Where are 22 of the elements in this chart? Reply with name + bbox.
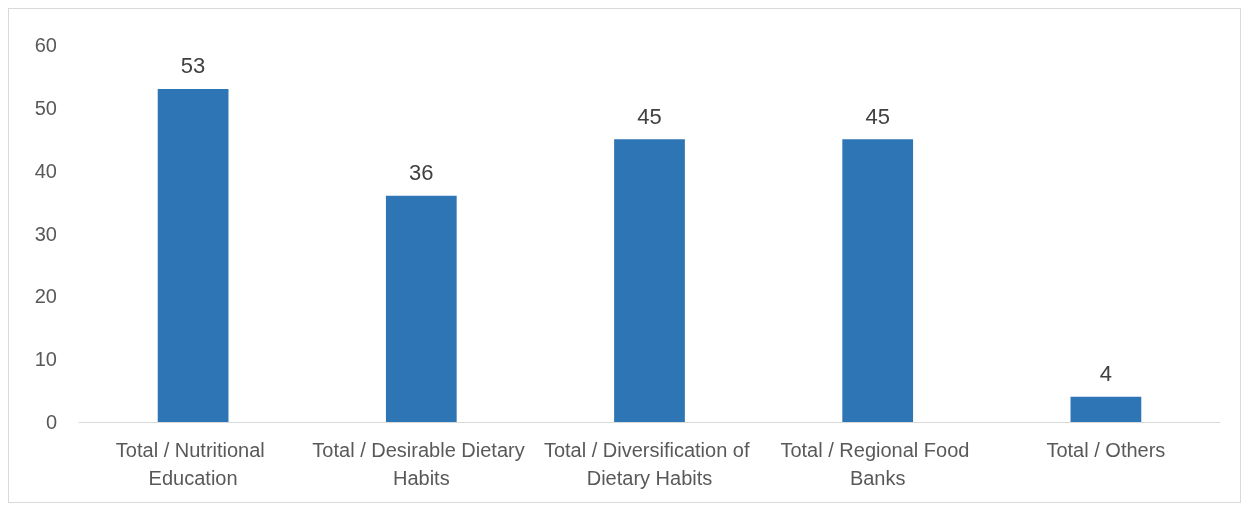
y-tick-label: 30 bbox=[34, 222, 57, 245]
x-tick-label: Total / Desirable Dietary Habits bbox=[312, 439, 531, 489]
bar bbox=[842, 139, 914, 422]
data-label: 36 bbox=[409, 160, 434, 186]
bar bbox=[385, 195, 457, 422]
data-label: 4 bbox=[1099, 361, 1113, 387]
x-tick-label: Total / Others bbox=[1046, 439, 1166, 461]
y-tick-label: 0 bbox=[45, 411, 57, 433]
x-tick-label: Total / Regional Food Banks bbox=[780, 439, 975, 489]
data-label: 45 bbox=[637, 103, 662, 129]
x-tick-label: Total / Diversification of Dietary Habits bbox=[543, 439, 756, 489]
x-tick-label: Total / Nutritional Education bbox=[115, 439, 271, 489]
data-label: 53 bbox=[180, 53, 206, 79]
y-tick-label: 10 bbox=[34, 348, 57, 371]
bar bbox=[1070, 396, 1142, 422]
bar bbox=[157, 88, 229, 422]
bar bbox=[614, 139, 685, 422]
y-tick-label: 60 bbox=[34, 34, 57, 56]
y-tick-label: 40 bbox=[34, 159, 57, 182]
data-label: 45 bbox=[865, 103, 890, 129]
y-tick-label: 50 bbox=[34, 96, 57, 119]
y-tick-label: 20 bbox=[34, 285, 57, 308]
